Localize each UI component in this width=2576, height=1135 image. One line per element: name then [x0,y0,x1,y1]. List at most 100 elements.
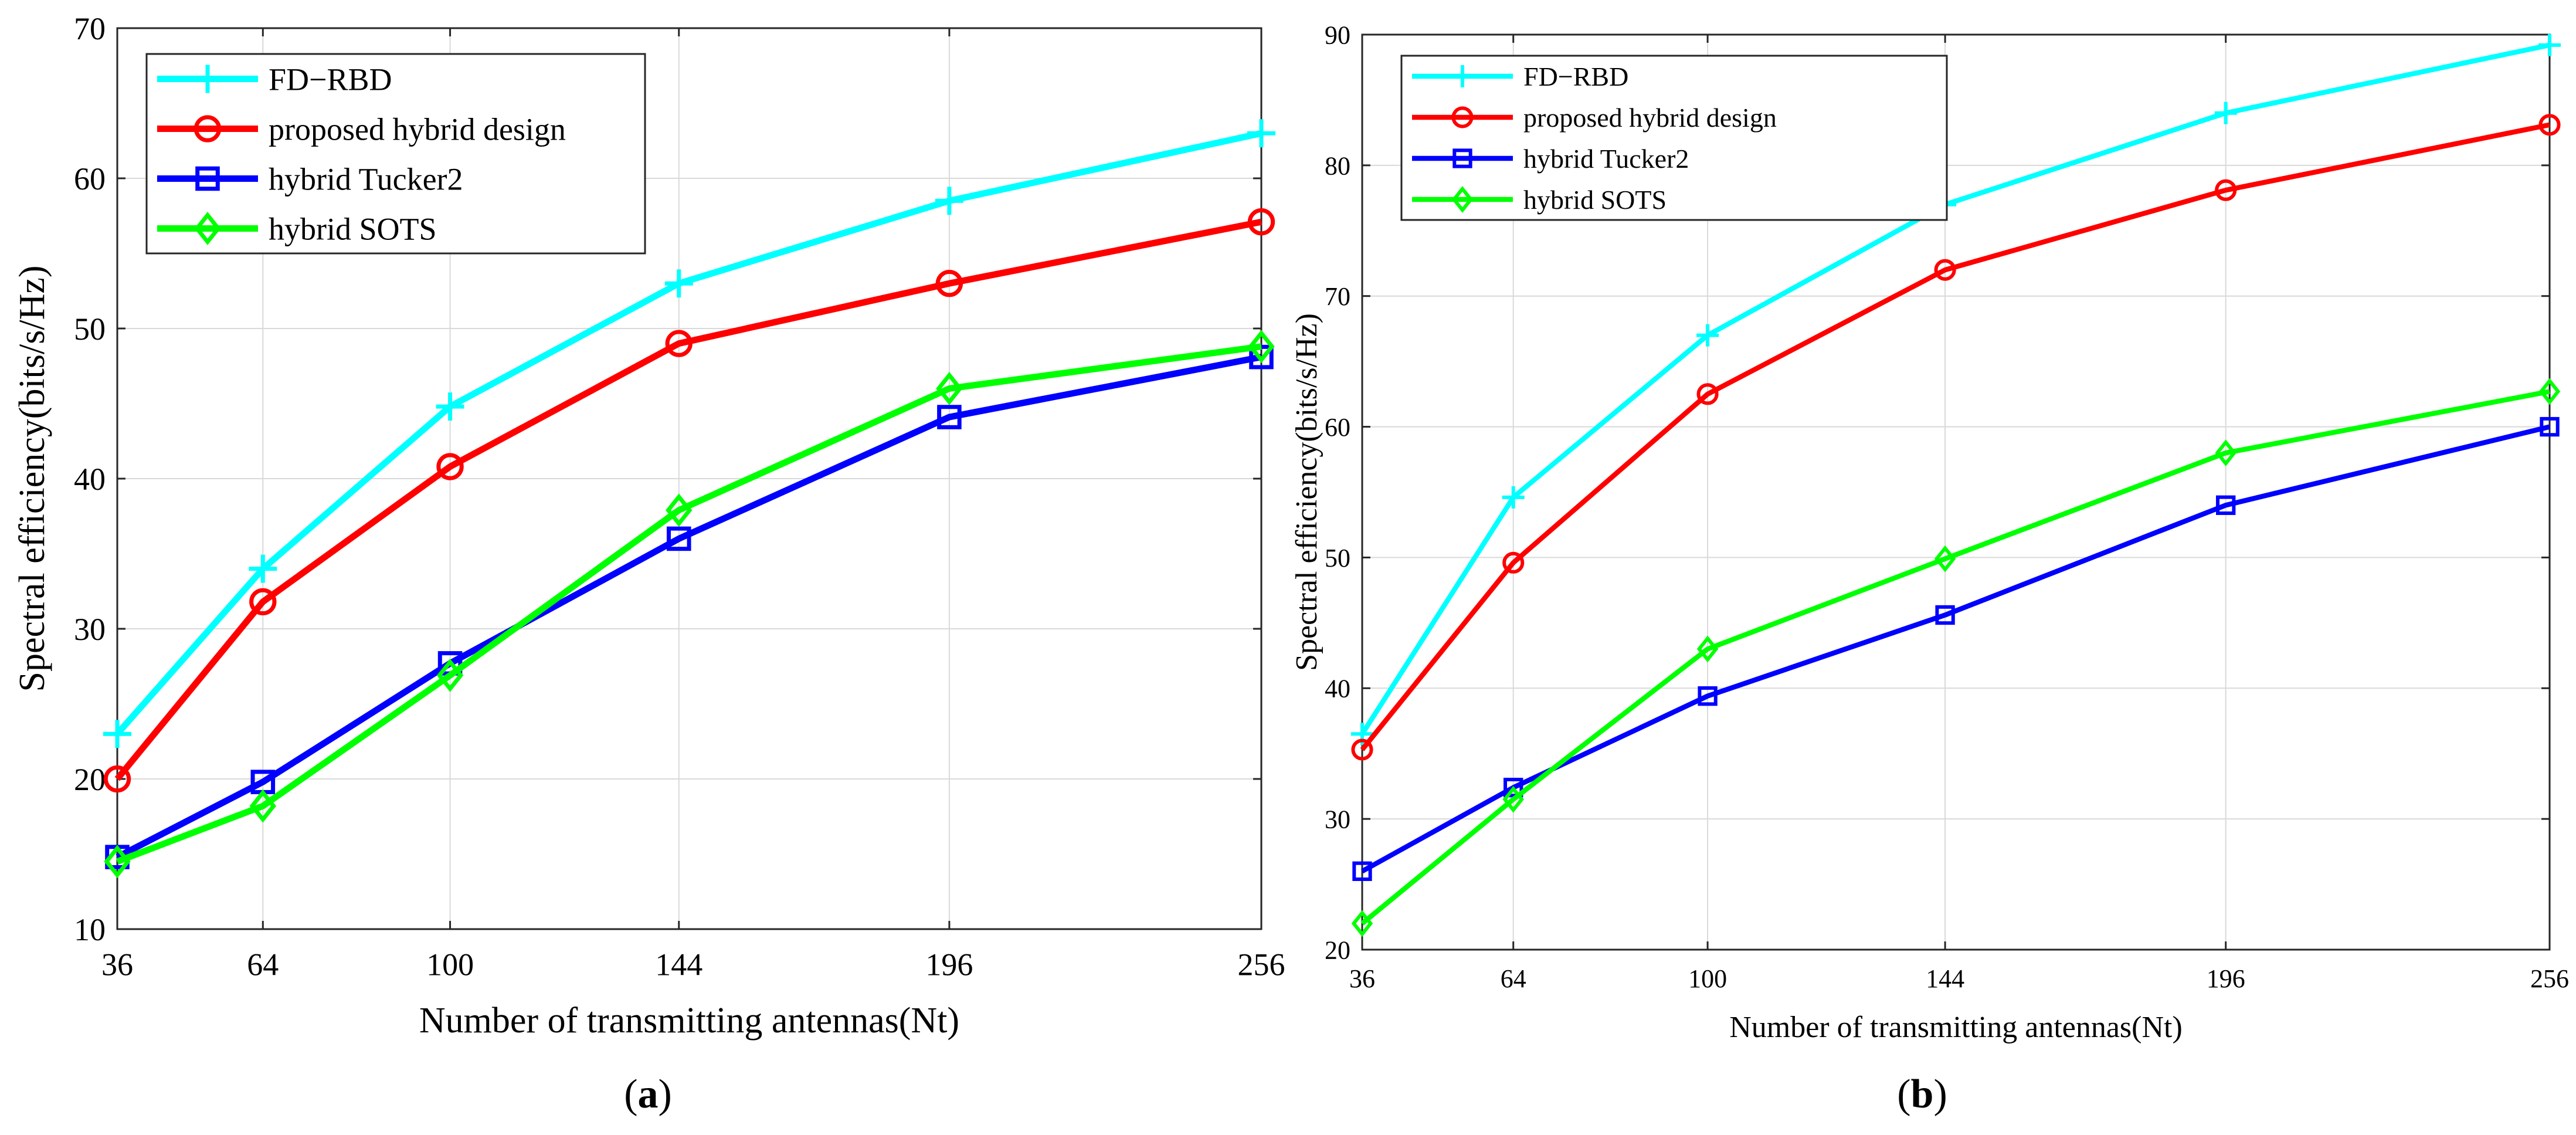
y-tick-label-4: 60 [1325,413,1350,442]
data-point-3-5 [1248,330,1275,364]
axes-frame [1361,33,2551,951]
series-0 [1351,33,2561,746]
y-tick-label-7: 90 [1325,21,1350,49]
data-point-3-4 [2215,439,2237,466]
data-point-1-1 [249,588,277,616]
data-point-0-5 [2538,33,2561,56]
data-point-3-1 [249,789,277,823]
x-tick-label-0: 36 [101,947,133,982]
series-line-3 [116,343,1262,865]
y-tick-label-2: 40 [1325,675,1350,703]
data-point-1-4 [935,270,963,297]
data-point-3-0 [104,845,131,879]
chart-panel-b: 36 64 100 144 196 256 20 30 40 50 60 70 80 90 Number o… [1290,21,2569,1117]
series-line-0 [1360,42,2550,736]
legend-label-3: hybrid SOTS [1523,185,1667,215]
legend-marker-2 [195,166,220,191]
legend-marker-2 [1452,148,1472,168]
data-point-2-3 [1935,605,1955,625]
data-point-3-1 [1502,785,1525,813]
legend-label-3: hybrid SOTS [269,211,437,246]
legend-marker-3 [194,212,221,245]
data-point-2-2 [1698,686,1718,706]
y-tick-label-3: 40 [74,462,106,497]
series-1 [1351,114,2561,761]
series-1 [103,208,1275,793]
data-point-2-3 [666,526,691,551]
legend-label-2: hybrid Tucker2 [1523,144,1689,174]
panel-caption: (b) [1897,1072,1947,1117]
x-axis-label: Number of transmitting antennas(Nt) [419,1001,959,1041]
series-0 [103,119,1275,748]
data-point-0-4 [935,187,963,215]
series-2 [1352,416,2560,881]
data-point-1-3 [1934,259,1956,281]
series-line-3 [1360,389,2550,926]
x-tick-label-5: 256 [1238,947,1285,982]
data-point-3-2 [1696,635,1719,663]
data-point-0-2 [1696,324,1719,347]
data-point-1-4 [2215,179,2237,201]
legend-box [1400,55,1948,221]
x-tick-label-1: 64 [247,947,279,982]
x-axis-label: Number of transmitting antennas(Nt) [1729,1011,2183,1044]
series-line-2 [116,354,1262,860]
data-point-1-5 [2538,114,2561,136]
data-point-0-3 [664,269,693,298]
legend-label-0: FD−RBD [269,62,392,97]
y-tick-label-6: 80 [1325,151,1350,180]
data-point-1-3 [665,330,693,357]
data-point-1-2 [1696,383,1719,405]
x-tick-label-2: 100 [1688,964,1727,993]
panel-caption: (a) [624,1072,672,1117]
legend-marker-0 [1451,65,1474,87]
y-tick-label-4: 50 [74,311,106,347]
data-point-3-5 [2538,378,2561,405]
x-tick-label-2: 100 [426,947,474,982]
legend-label-2: hybrid Tucker2 [269,161,463,196]
data-point-0-0 [103,720,131,748]
data-point-3-3 [1934,545,1956,572]
data-point-3-4 [936,371,963,405]
x-tick-label-3: 144 [1926,964,1964,993]
data-point-1-1 [1502,551,1525,574]
x-tick-label-4: 196 [925,947,973,982]
legend: FD−RBD proposed hybrid design hybrid Tucke… [145,53,646,255]
y-tick-label-5: 60 [74,161,106,196]
data-point-2-5 [2540,416,2560,437]
series-3 [1351,378,2561,937]
series-3 [104,330,1275,879]
data-point-0-2 [436,392,464,421]
y-axis-label: Spectral efficiency(bits/s/Hz) [1290,313,1323,671]
y-tick-label-2: 30 [74,612,106,647]
x-tick-label-0: 36 [1349,964,1375,993]
chart-panel-a: 36 64 100 144 196 256 10 20 30 40 50 60 70 Number of … [12,11,1285,1117]
series-line-0 [114,130,1262,736]
y-axis-label: Spectral efficiency(bits/s/Hz) [12,265,52,692]
series-line-1 [114,218,1262,781]
x-tick-label-4: 196 [2207,964,2245,993]
data-point-1-2 [436,453,464,480]
data-point-3-0 [1351,910,1373,937]
x-tick-label-5: 256 [2530,964,2569,993]
series-line-1 [1360,122,2550,751]
y-tick-label-1: 30 [1325,805,1350,834]
data-point-0-1 [1502,486,1525,509]
legend-box [145,53,646,255]
legend-label-1: proposed hybrid design [1523,103,1777,133]
data-point-2-4 [937,405,962,429]
legend-label-0: FD−RBD [1523,62,1628,92]
data-point-0-1 [249,554,277,583]
x-tick-label-3: 144 [655,947,702,982]
legend-marker-1 [1451,106,1474,128]
legend-marker-3 [1451,186,1474,213]
y-tick-label-6: 70 [74,11,106,46]
series-line-2 [1360,424,2551,874]
y-tick-label-0: 10 [74,912,106,947]
data-point-3-3 [666,493,693,527]
data-point-1-0 [1351,738,1373,761]
data-point-3-2 [436,658,464,692]
legend: FD−RBD proposed hybrid design hybrid Tucke… [1400,55,1948,221]
data-point-2-0 [1352,861,1372,881]
